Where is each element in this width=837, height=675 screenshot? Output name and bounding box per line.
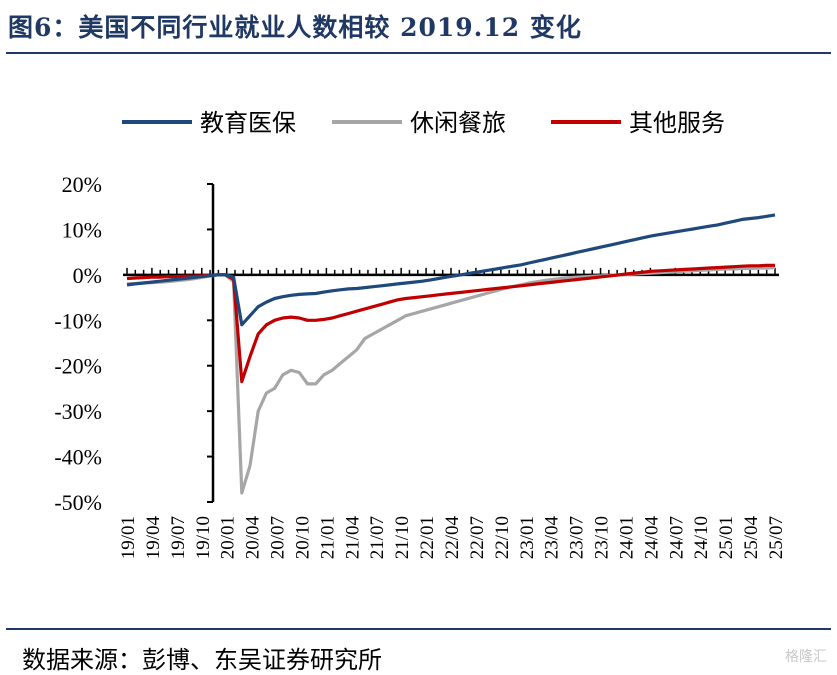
- legend-label: 教育医保: [200, 109, 296, 137]
- x-tick-label: 23/07: [567, 516, 588, 559]
- series-line-2: [126, 266, 776, 495]
- x-tick-label: 19/01: [118, 516, 139, 559]
- x-tick-label: 24/10: [691, 516, 712, 559]
- x-tick-label: 23/04: [542, 516, 563, 560]
- x-tick-label: 21/04: [342, 516, 363, 560]
- source-note: 数据来源：彭博、东吴证券研究所: [22, 646, 382, 674]
- x-tick-label: 22/07: [467, 516, 488, 559]
- y-tick-label: -20%: [54, 354, 102, 379]
- x-tick-label: 25/04: [741, 516, 762, 560]
- x-tick-label: 22/10: [492, 516, 513, 559]
- x-tick-label: 25/01: [716, 516, 737, 559]
- watermark: 格隆汇: [785, 649, 827, 665]
- y-tick-label: -50%: [54, 490, 102, 515]
- x-tick-label: 21/01: [317, 516, 338, 559]
- legend-label: 其他服务: [629, 109, 725, 137]
- x-tick-label: 19/04: [143, 516, 164, 560]
- x-tick-label: 21/07: [367, 516, 388, 559]
- y-tick-label: -10%: [54, 308, 102, 333]
- top-rule: [6, 52, 831, 54]
- y-tick-label: -40%: [54, 445, 102, 470]
- x-tick-label: 19/10: [193, 516, 214, 559]
- x-tick-label: 24/01: [616, 516, 637, 559]
- figure-title: 图6：美国不同行业就业人数相较 2019.12 变化: [8, 13, 582, 42]
- x-tick-label: 25/07: [766, 516, 787, 559]
- y-tick-label: 10%: [62, 217, 102, 242]
- x-tick-label: 24/07: [666, 516, 687, 559]
- x-tick-label: 19/07: [168, 516, 189, 559]
- x-tick-label: 21/10: [392, 516, 413, 559]
- x-tick-label: 22/01: [417, 516, 438, 559]
- y-tick-label: 20%: [62, 172, 102, 197]
- x-tick-label: 20/01: [218, 516, 239, 559]
- x-tick-label: 22/04: [442, 516, 463, 560]
- bottom-rule: [6, 628, 831, 630]
- x-tick-label: 20/10: [292, 516, 313, 559]
- legend-label: 休闲餐旅: [410, 109, 506, 137]
- series-line-3: [126, 263, 775, 384]
- x-tick-label: 20/07: [268, 516, 289, 559]
- x-tick-label: 23/01: [517, 516, 538, 559]
- x-tick-label: 23/10: [592, 516, 613, 559]
- y-tick-label: 0%: [73, 263, 102, 288]
- series-line-1: [126, 213, 776, 327]
- x-tick-label: 20/04: [243, 516, 264, 560]
- x-tick-label: 24/04: [641, 516, 662, 560]
- line-chart: 20%10%0%-10%-20%-30%-40%-50%19/01 19/04 19…: [54, 109, 787, 560]
- y-tick-label: -30%: [54, 399, 102, 424]
